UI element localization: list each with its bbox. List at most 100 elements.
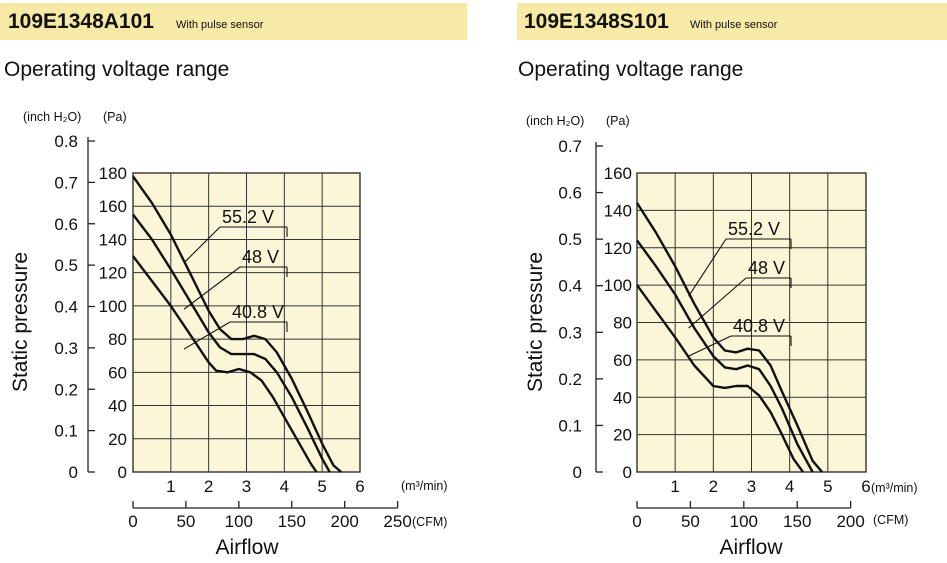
inch-tick-label: 0.3: [54, 339, 78, 358]
x-tick-label: 1: [670, 477, 679, 496]
y-axis-title: Static pressure: [9, 252, 32, 392]
x-tick-label: 2: [709, 477, 718, 496]
cfm-tick-label: 50: [176, 512, 195, 531]
inch-tick-label: 0.1: [558, 416, 582, 435]
inch-tick-label: 0.1: [54, 422, 78, 441]
x-tick-label: 6: [355, 477, 364, 496]
inch-tick-label: 0.2: [54, 380, 78, 399]
y-tick-label: 20: [613, 426, 632, 445]
inch-tick-label: 0: [573, 463, 582, 482]
y-tick-label: 60: [613, 351, 632, 370]
series-label: 48 V: [748, 258, 785, 278]
x-tick-label: 4: [785, 477, 794, 496]
x-axis-title: Airflow: [719, 536, 783, 559]
series-line-1: [132, 175, 342, 473]
x-unit-secondary: (CFM): [412, 515, 447, 529]
section-title: Operating voltage range: [518, 58, 743, 81]
y-tick-label: 40: [108, 397, 127, 416]
y-tick-label: 100: [99, 297, 127, 316]
cfm-tick-label: 250: [383, 512, 411, 531]
series-label-leader: [688, 238, 727, 297]
section-title: Operating voltage range: [4, 58, 229, 81]
y-tick-label: 160: [604, 164, 632, 183]
x-unit-secondary: (CFM): [873, 513, 908, 527]
y-tick-label: 140: [99, 230, 127, 249]
model-number: 109E1348S101: [524, 10, 669, 33]
model-header-bar: [0, 3, 467, 40]
y-tick-label: 120: [99, 264, 127, 283]
series-line-2: [132, 213, 331, 473]
series-line-3: [636, 284, 804, 473]
series-line-3: [132, 255, 318, 473]
inch-tick-label: 0.7: [558, 137, 582, 156]
plot-area: 1 2 3 4 5 602040608010012014016000.10.20.30.4…: [558, 137, 870, 531]
y-tick-label: 40: [613, 388, 632, 407]
y-tick-label: 80: [108, 330, 127, 349]
y-tick-label: 140: [604, 201, 632, 220]
x-unit-primary: (m³/min): [871, 481, 918, 495]
y-tick-label: 0: [623, 463, 632, 482]
series-line-1: [635, 202, 824, 473]
inch-tick-label: 0.7: [54, 173, 78, 192]
y-axis-title: Static pressure: [524, 252, 547, 392]
model-note: With pulse sensor: [690, 19, 778, 31]
inch-tick-label: 0.4: [558, 277, 582, 296]
y-tick-label: 0: [118, 463, 127, 482]
series-label-leader: [688, 277, 747, 329]
series-label-leader: [183, 266, 241, 310]
inch-tick-label: 0.4: [54, 298, 78, 317]
y-tick-label: 60: [108, 363, 127, 382]
inch-tick-label: 0.3: [558, 323, 582, 342]
series-label-leader: [183, 321, 231, 350]
x-tick-label: 2: [204, 477, 213, 496]
y-tick-label: 100: [604, 276, 632, 295]
cfm-tick-label: 0: [632, 512, 641, 531]
cfm-tick-label: 100: [730, 512, 758, 531]
x-tick-label: 3: [747, 477, 756, 496]
cfm-tick-label: 200: [330, 512, 358, 531]
cfm-tick-label: 200: [836, 512, 864, 531]
model-note: With pulse sensor: [176, 19, 264, 31]
x-axis-title: Airflow: [215, 536, 279, 559]
inch-tick-label: 0.2: [558, 370, 582, 389]
y-unit-secondary: (inch H₂O): [526, 114, 584, 128]
series-label: 40.8 V: [733, 316, 785, 336]
series-label-leader: [688, 335, 732, 357]
plot-area: 1 2 3 4 5 602040608010012014016018000.10.20.3…: [54, 132, 411, 531]
inch-tick-label: 0: [69, 463, 78, 482]
inch-tick-label: 0.6: [558, 184, 582, 203]
inch-tick-label: 0.5: [558, 230, 582, 249]
x-tick-label: 6: [861, 477, 870, 496]
y-tick-label: 20: [108, 430, 127, 449]
y-tick-label: 80: [613, 314, 632, 333]
y-tick-label: 180: [99, 164, 127, 183]
cfm-tick-label: 150: [278, 512, 306, 531]
inch-tick-label: 0.5: [54, 256, 78, 275]
series-label: 40.8 V: [232, 302, 284, 322]
series-label: 55.2 V: [728, 219, 780, 239]
y-tick-label: 120: [604, 239, 632, 258]
chart-panel-a: 109E1348A101 With pulse sensor Operating…: [0, 3, 467, 559]
cfm-tick-label: 50: [681, 512, 700, 531]
y-unit-secondary: (inch H₂O): [23, 110, 81, 124]
x-tick-label: 5: [317, 477, 326, 496]
y-unit-primary: (Pa): [606, 114, 630, 128]
inch-tick-label: 0.8: [54, 132, 78, 151]
x-tick-label: 4: [280, 477, 289, 496]
y-unit-primary: (Pa): [103, 110, 127, 124]
series-label-leader: [183, 226, 221, 264]
x-unit-primary: (m³/min): [401, 479, 448, 493]
x-tick-label: 5: [823, 477, 832, 496]
x-tick-label: 3: [242, 477, 251, 496]
x-tick-label: 1: [166, 477, 175, 496]
model-header-bar: [517, 3, 947, 40]
series-line-2: [636, 239, 814, 473]
cfm-tick-label: 0: [128, 512, 137, 531]
series-label: 55.2 V: [222, 207, 274, 227]
cfm-tick-label: 100: [225, 512, 253, 531]
y-tick-label: 160: [99, 197, 127, 216]
inch-tick-label: 0.6: [54, 215, 78, 234]
model-number: 109E1348A101: [8, 10, 154, 33]
cfm-tick-label: 150: [783, 512, 811, 531]
